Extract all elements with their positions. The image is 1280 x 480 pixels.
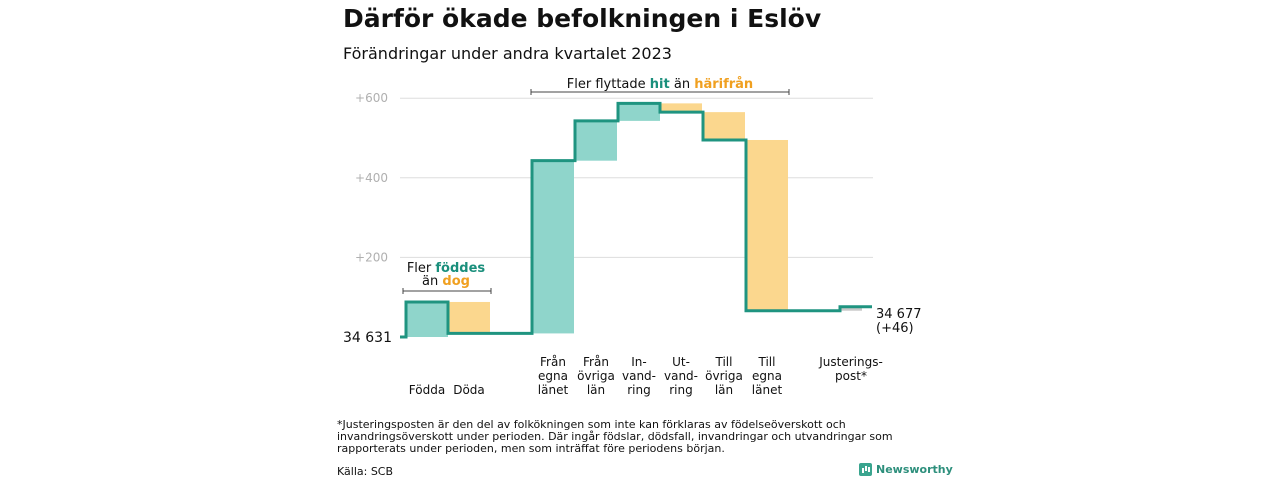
category-label: Justerings- xyxy=(818,355,883,369)
bar xyxy=(618,103,660,121)
start-value-label: 34 631 xyxy=(343,330,392,346)
chart-title: Därför ökade befolkningen i Eslöv xyxy=(343,4,822,33)
category-label: post* xyxy=(835,369,867,383)
moves-annotation: Fler flyttade hit än härifrån xyxy=(567,77,753,92)
category-label: egna xyxy=(538,369,568,383)
end-change-label: (+46) xyxy=(876,321,914,336)
y-tick-label: +200 xyxy=(355,250,388,264)
category-label: Ut- xyxy=(672,355,690,369)
end-value-label: 34 677 xyxy=(876,307,922,322)
brand-name: Newsworthy xyxy=(876,463,953,476)
category-label: län xyxy=(587,383,605,397)
category-label: Från xyxy=(540,355,566,369)
category-label: vand- xyxy=(664,369,698,383)
bar xyxy=(746,139,788,311)
bar xyxy=(532,160,574,334)
category-label: ring xyxy=(627,383,651,397)
y-tick-label: +400 xyxy=(355,171,388,185)
category-label: övriga xyxy=(577,369,615,383)
source-label: Källa: SCB xyxy=(337,465,394,478)
category-label: övriga xyxy=(705,369,743,383)
category-label: län xyxy=(715,383,733,397)
births-annotation-line1: Fler föddes xyxy=(407,261,486,276)
bar xyxy=(660,103,702,113)
running-total-line xyxy=(400,101,872,339)
bar xyxy=(406,301,448,337)
category-label: In- xyxy=(631,355,646,369)
category-label: Till xyxy=(715,355,733,369)
category-label: Födda xyxy=(409,383,445,397)
category-label: länet xyxy=(538,383,569,397)
brand-logo[interactable]: Newsworthy xyxy=(859,463,953,476)
category-label: egna xyxy=(752,369,782,383)
bar xyxy=(448,301,490,334)
category-label: länet xyxy=(752,383,783,397)
bar xyxy=(703,112,745,140)
bar xyxy=(575,120,617,161)
chart-subtitle: Förändringar under andra kvartalet 2023 xyxy=(343,44,672,63)
y-tick-label: +600 xyxy=(355,91,388,105)
category-label: vand- xyxy=(622,369,656,383)
category-label: Till xyxy=(758,355,776,369)
bar xyxy=(840,306,862,311)
category-label: Från xyxy=(583,355,609,369)
footnote: *Justeringsposten är den del av folkökni… xyxy=(337,418,893,455)
births-annotation-line2: än dog xyxy=(422,274,470,289)
category-label: ring xyxy=(669,383,693,397)
category-label: Döda xyxy=(453,383,485,397)
newsworthy-logo-icon xyxy=(859,463,872,476)
